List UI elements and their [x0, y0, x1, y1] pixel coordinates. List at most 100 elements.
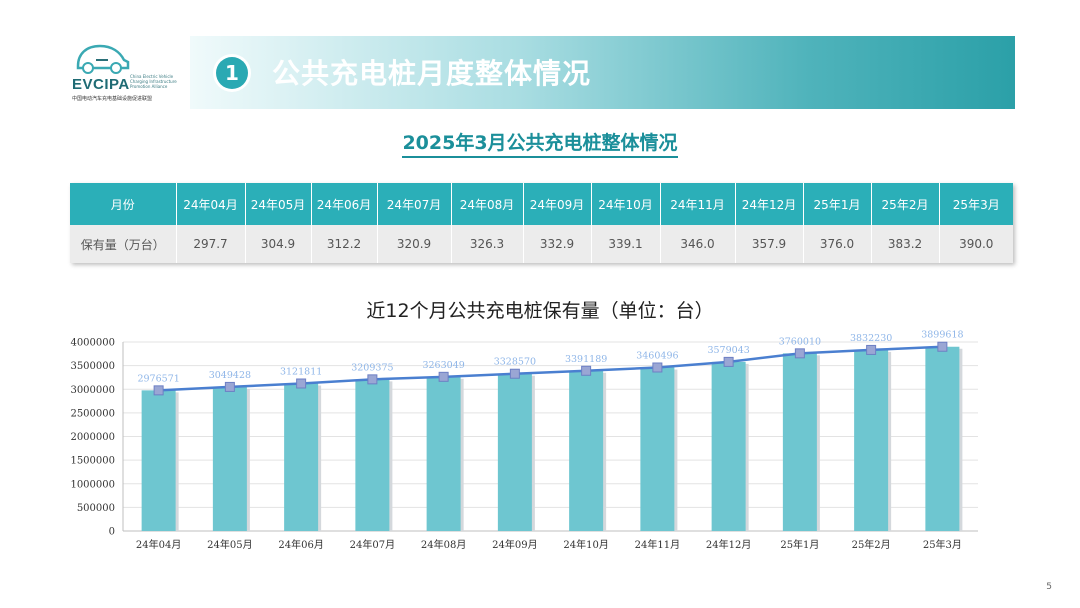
- y-tick-label: 4000000: [70, 338, 115, 349]
- data-label: 3460496: [636, 350, 678, 361]
- bar: [711, 361, 746, 531]
- logo-subtext: China Electric Vehicle Charging Infrastr…: [130, 74, 177, 89]
- data-label: 3391189: [565, 354, 607, 365]
- bar: [284, 383, 319, 531]
- x-tick-label: 24年10月: [563, 538, 608, 551]
- chart-title: 近12个月公共充电桩保有量（单位：台）: [366, 300, 714, 322]
- series-line: [158, 345, 943, 392]
- row-label-stock: 保有量（万台）: [70, 225, 177, 263]
- bar: [355, 379, 390, 531]
- table-value-cell: 312.2: [311, 225, 378, 263]
- bar: [569, 370, 604, 531]
- x-tick-label: 24年09月: [492, 538, 537, 551]
- table-month-cell: 24年11月: [660, 183, 736, 225]
- y-tick-label: 1500000: [70, 456, 115, 467]
- line-marker: [937, 341, 948, 352]
- subtitle-text: 2025年3月公共充电桩整体情况: [402, 132, 678, 158]
- bar: [782, 353, 817, 531]
- page-title: 公共充电桩月度整体情况: [272, 57, 592, 90]
- data-label: 3209375: [351, 362, 393, 373]
- line-marker: [296, 378, 307, 389]
- x-tick-label: 25年3月: [923, 538, 962, 551]
- line-marker: [367, 374, 378, 385]
- x-tick-label: 24年05月: [207, 538, 252, 551]
- y-tick-label: 2500000: [70, 408, 115, 419]
- y-tick-label: 3500000: [70, 361, 115, 372]
- line-marker: [153, 385, 164, 396]
- table-value-cell: 383.2: [871, 225, 940, 263]
- bar: [426, 376, 461, 531]
- y-tick-label: 2000000: [70, 432, 115, 443]
- y-tick-label: 500000: [77, 503, 115, 514]
- car-plug-icon: [76, 44, 130, 74]
- x-tick-label: 24年08月: [421, 538, 466, 551]
- bar: [640, 367, 675, 531]
- line-marker: [794, 348, 805, 359]
- table-value-cell: 297.7: [176, 225, 246, 263]
- data-label: 3832230: [850, 333, 892, 344]
- line-marker: [581, 365, 592, 376]
- table-month-cell: 24年09月: [523, 183, 592, 225]
- x-tick-label: 25年1月: [780, 538, 819, 551]
- line-marker: [723, 356, 734, 367]
- line-marker: [438, 371, 449, 382]
- row-label-month: 月份: [70, 183, 177, 225]
- data-label: 2976571: [137, 373, 179, 384]
- x-tick-label: 24年12月: [706, 538, 751, 551]
- table-month-cell: 25年2月: [871, 183, 940, 225]
- table-month-cell: 24年04月: [176, 183, 246, 225]
- y-tick-label: 1000000: [70, 479, 115, 490]
- section-subtitle: 2025年3月公共充电桩整体情况: [0, 128, 1080, 158]
- data-label: 3049428: [209, 370, 251, 381]
- table-value-cell: 304.9: [245, 225, 312, 263]
- data-label: 3121811: [280, 366, 322, 377]
- table-month-cell: 24年10月: [591, 183, 661, 225]
- table-value-cell: 332.9: [523, 225, 592, 263]
- table-month-cell: 24年08月: [451, 183, 524, 225]
- x-tick-label: 24年11月: [635, 538, 680, 551]
- x-tick-label: 25年2月: [852, 538, 891, 551]
- table-month-cell: 24年05月: [245, 183, 312, 225]
- table-value-row: 保有量（万台） 297.7 304.9 312.2 320.9 326.3 33…: [70, 225, 1013, 263]
- table-value-cell: 320.9: [377, 225, 452, 263]
- evcipa-logo: EVCIPA China Electric Vehicle Charging I…: [60, 40, 190, 104]
- table-header-row: 月份 24年04月 24年05月 24年06月 24年07月 24年08月 24…: [70, 183, 1013, 225]
- table-value-cell: 326.3: [451, 225, 524, 263]
- x-tick-label: 24年06月: [278, 538, 323, 551]
- table-month-cell: 24年07月: [377, 183, 452, 225]
- y-tick-label: 0: [109, 527, 115, 538]
- data-label: 3899618: [921, 330, 963, 341]
- header-banner: [190, 36, 1015, 109]
- table-value-cell: 346.0: [660, 225, 736, 263]
- data-label: 3328570: [494, 357, 536, 368]
- bar: [497, 373, 532, 531]
- table-month-cell: 24年12月: [735, 183, 804, 225]
- logo-text: EVCIPA: [72, 76, 130, 93]
- table-value-cell: 390.0: [939, 225, 1013, 263]
- data-label: 3760010: [779, 336, 821, 347]
- bar: [854, 349, 889, 531]
- bar: [141, 390, 176, 531]
- section-number-badge: 1: [216, 57, 248, 89]
- line-marker: [509, 368, 520, 379]
- table-value-cell: 339.1: [591, 225, 661, 263]
- table-value-cell: 376.0: [803, 225, 872, 263]
- line-marker: [224, 381, 235, 392]
- bar: [212, 386, 247, 531]
- table-month-cell: 24年06月: [311, 183, 378, 225]
- bar: [925, 346, 960, 531]
- data-label: 3263049: [422, 360, 464, 371]
- table-month-cell: 25年3月: [939, 183, 1013, 225]
- y-tick-label: 3000000: [70, 385, 115, 396]
- line-marker: [652, 362, 663, 373]
- page-number: 5: [1046, 582, 1052, 592]
- table-month-cell: 25年1月: [803, 183, 872, 225]
- logo-cn-text: 中国电动汽车充电基础设施促进联盟: [72, 96, 153, 102]
- x-tick-label: 24年04月: [136, 538, 181, 551]
- summary-table: 月份 24年04月 24年05月 24年06月 24年07月 24年08月 24…: [70, 183, 1013, 263]
- line-marker: [866, 344, 877, 355]
- x-tick-label: 24年07月: [350, 538, 395, 551]
- table-value-cell: 357.9: [735, 225, 804, 263]
- data-label: 3579043: [707, 345, 749, 356]
